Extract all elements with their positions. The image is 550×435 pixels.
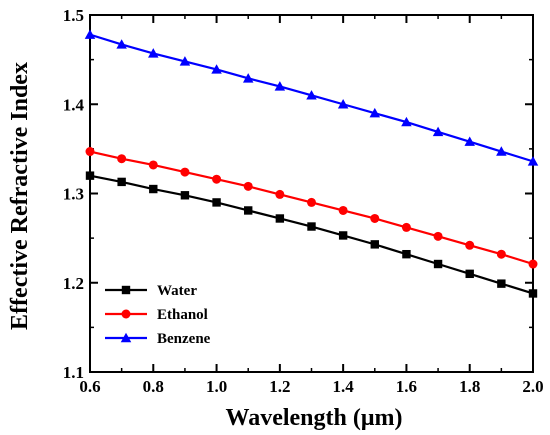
- data-point-water: [149, 184, 158, 194]
- data-point-water: [244, 206, 253, 215]
- data-point-water: [212, 198, 221, 207]
- data-point-water: [402, 249, 411, 259]
- data-point-ethanol: [528, 259, 538, 269]
- legend-label-benzene: Benzene: [157, 331, 211, 347]
- data-point-water: [433, 259, 443, 269]
- legend-marker-ethanol: [121, 309, 131, 319]
- data-point-water: [465, 269, 474, 279]
- legend-label-water: Water: [157, 283, 197, 299]
- data-point-ethanol: [496, 249, 506, 259]
- x-tick-label: 0.6: [79, 377, 100, 396]
- axis-ticks: 0.6 0.8 1.0 1.2 1.4 1.6 1.8 2.0 1.1 1.2 1.3 1.4 1.5: [63, 6, 544, 396]
- data-point-benzene: [274, 81, 286, 91]
- legend-label-ethanol: Ethanol: [157, 307, 208, 323]
- x-tick-label: 1.4: [333, 377, 355, 396]
- data-point-benzene: [116, 39, 127, 49]
- y-tick-label: 1.1: [63, 363, 84, 382]
- data-point-benzene: [306, 90, 317, 100]
- data-point-benzene: [84, 29, 96, 39]
- x-tick-label: 1.0: [206, 377, 227, 396]
- x-tick-label: 1.8: [459, 377, 480, 396]
- y-tick-label: 1.2: [63, 274, 84, 293]
- data-point-ethanol: [433, 231, 443, 241]
- x-tick-label: 1.2: [269, 377, 290, 396]
- data-point-ethanol: [180, 167, 190, 177]
- data-point-benzene: [464, 136, 475, 146]
- data-point-benzene: [337, 99, 349, 109]
- data-point-ethanol: [117, 154, 127, 164]
- data-point-water: [117, 177, 126, 187]
- data-point-water: [528, 289, 538, 298]
- data-point-benzene: [148, 48, 159, 58]
- data-point-ethanol: [338, 205, 348, 215]
- data-point-ethanol: [465, 240, 475, 250]
- data-point-water: [180, 191, 190, 200]
- data-point-ethanol: [275, 189, 285, 199]
- data-point-benzene: [242, 73, 254, 83]
- x-tick-label: 2.0: [522, 377, 543, 396]
- y-tick-label: 1.3: [63, 185, 84, 204]
- data-point-benzene: [527, 156, 539, 166]
- data-point-ethanol: [85, 147, 95, 157]
- series-benzene: [84, 29, 539, 166]
- x-axis-title: Wavelength (μm): [226, 405, 403, 431]
- data-point-benzene: [401, 116, 412, 127]
- data-point-ethanol: [212, 174, 222, 184]
- series-water: [85, 171, 538, 298]
- y-tick-label: 1.5: [63, 6, 84, 25]
- legend-entry-ethanol: Ethanol: [105, 307, 208, 323]
- data-point-benzene: [179, 56, 191, 66]
- legend-marker-benzene: [120, 332, 132, 343]
- data-point-water: [307, 222, 316, 231]
- data-point-water: [338, 231, 348, 240]
- legend-entry-benzene: Benzene: [105, 331, 211, 347]
- legend-entry-water: Water: [105, 283, 197, 299]
- y-tick-label: 1.4: [63, 95, 85, 114]
- legend: Water Ethanol Benzene: [105, 283, 211, 347]
- data-point-benzene: [432, 126, 444, 137]
- series-layer: [84, 29, 539, 298]
- data-point-ethanol: [307, 197, 316, 207]
- x-tick-label: 0.8: [143, 377, 164, 396]
- data-point-ethanol: [148, 160, 158, 170]
- data-point-benzene: [211, 64, 222, 74]
- data-point-ethanol: [370, 213, 380, 223]
- data-point-water: [370, 240, 379, 249]
- series-ethanol: [85, 147, 538, 269]
- data-point-ethanol: [243, 181, 253, 191]
- data-point-benzene: [369, 107, 381, 118]
- data-point-ethanol: [401, 222, 411, 232]
- x-tick-label: 1.6: [396, 377, 417, 396]
- y-axis-title: Effective Refractive Index: [7, 62, 33, 330]
- data-point-water: [85, 171, 95, 180]
- data-point-benzene: [496, 146, 507, 156]
- legend-marker-water: [121, 285, 131, 295]
- data-point-water: [275, 214, 285, 223]
- data-point-water: [497, 279, 506, 288]
